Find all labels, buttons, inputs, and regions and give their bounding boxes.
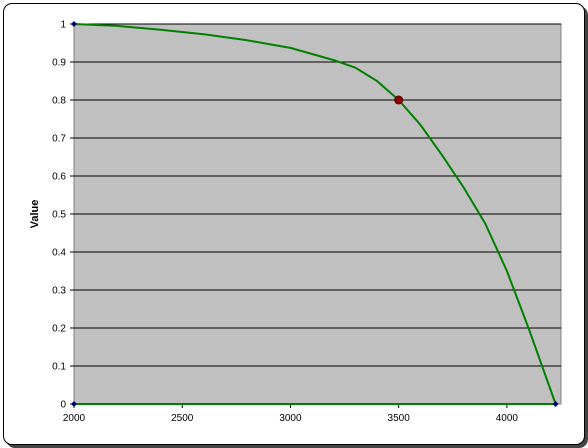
x-tick-label: 3500 bbox=[388, 413, 411, 424]
y-tick-label: 0.6 bbox=[52, 172, 66, 183]
y-tick-label: 0 bbox=[60, 400, 66, 411]
y-tick-label: 0.4 bbox=[52, 248, 66, 259]
y-tick-label: 0.9 bbox=[52, 58, 66, 69]
series-line-0 bbox=[73, 23, 557, 405]
y-tick-label: 1 bbox=[60, 20, 66, 31]
y-tick-label: 0.7 bbox=[52, 134, 66, 145]
y-tick-label: 0.5 bbox=[52, 210, 66, 221]
y-tick-label: 0.2 bbox=[52, 324, 66, 335]
y-tick-label: 0.8 bbox=[52, 96, 66, 107]
endpoint-marker bbox=[71, 21, 77, 27]
x-tick-label: 2000 bbox=[63, 413, 86, 424]
y-axis-title: Value bbox=[29, 200, 41, 229]
x-tick-label: 3000 bbox=[279, 413, 302, 424]
x-tick-label: 2500 bbox=[171, 413, 194, 424]
endpoint-marker bbox=[71, 401, 77, 407]
endpoint-marker bbox=[552, 401, 559, 407]
highlight-point bbox=[394, 95, 404, 105]
x-tick-label: 4000 bbox=[496, 413, 519, 424]
y-tick-label: 0.3 bbox=[52, 286, 66, 297]
y-tick-label: 0.1 bbox=[52, 362, 66, 373]
